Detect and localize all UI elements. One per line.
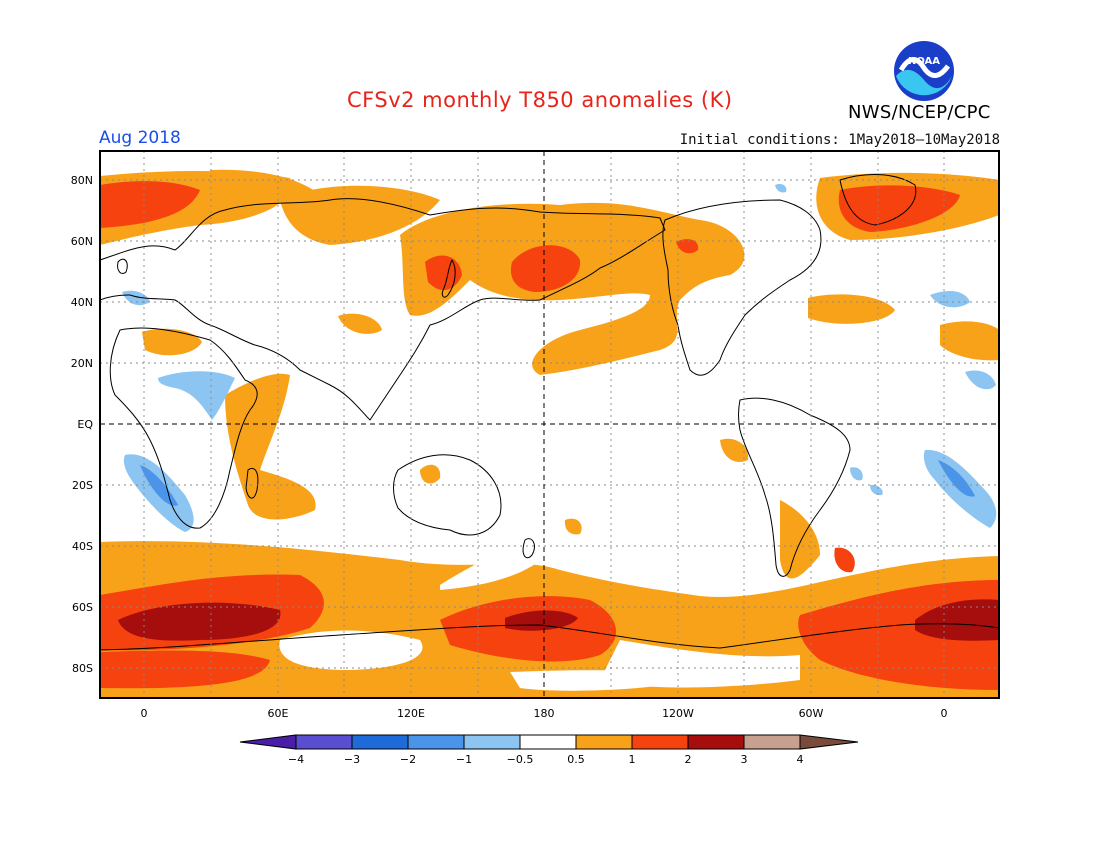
colorbar-ticks: −4 −3 −2 −1 −0.5 0.5 1 2 3 4 bbox=[288, 753, 804, 766]
colorbar-swatch bbox=[463, 734, 521, 750]
lon-label: 0 bbox=[141, 707, 148, 720]
colorbar-swatch bbox=[239, 734, 297, 750]
noaa-logo-text: NOAA bbox=[908, 56, 940, 67]
colorbar-swatch bbox=[743, 734, 801, 750]
lat-label: 60N bbox=[71, 235, 93, 248]
lon-axis: 0 60E 120E 180 120W 60W 0 bbox=[141, 707, 948, 720]
colorbar-swatch bbox=[519, 734, 577, 750]
forecast-month: Aug 2018 bbox=[99, 128, 181, 148]
anomaly-field bbox=[100, 169, 999, 698]
graticule bbox=[100, 151, 999, 698]
colorbar-tick: 1 bbox=[629, 753, 636, 766]
lat-label: 40N bbox=[71, 296, 93, 309]
lat-label: 60S bbox=[72, 601, 93, 614]
colorbar-tick: 4 bbox=[797, 753, 804, 766]
lon-label: 120W bbox=[662, 707, 694, 720]
map-title: CFSv2 monthly T850 anomalies (K) bbox=[347, 88, 733, 112]
colorbar-tick: 3 bbox=[741, 753, 748, 766]
lon-label: 120E bbox=[397, 707, 425, 720]
lat-label: 80N bbox=[71, 174, 93, 187]
colorbar-swatch bbox=[295, 734, 353, 750]
lon-label: 0 bbox=[941, 707, 948, 720]
colorbar-tick: −2 bbox=[400, 753, 416, 766]
colorbar-tick: −3 bbox=[344, 753, 360, 766]
colorbar-tick: −0.5 bbox=[507, 753, 534, 766]
colorbar-tick: −1 bbox=[456, 753, 472, 766]
lon-label: 60W bbox=[799, 707, 824, 720]
colorbar-swatch bbox=[631, 734, 689, 750]
lon-label: 180 bbox=[534, 707, 555, 720]
colorbar bbox=[239, 734, 859, 750]
lat-axis: 80N 60N 40N 20N EQ 20S 40S 60S 80S bbox=[71, 174, 94, 675]
lat-label: 20N bbox=[71, 357, 93, 370]
lat-label: 80S bbox=[72, 662, 93, 675]
agency-label: NWS/NCEP/CPC bbox=[848, 102, 991, 123]
lat-label: EQ bbox=[77, 418, 93, 431]
colorbar-swatch bbox=[799, 734, 859, 750]
colorbar-swatch bbox=[407, 734, 465, 750]
colorbar-tick: −4 bbox=[288, 753, 304, 766]
initial-conditions: Initial conditions: 1May2018–10May2018 bbox=[679, 132, 1000, 148]
map-frame bbox=[99, 150, 1000, 699]
colorbar-tick: 0.5 bbox=[567, 753, 585, 766]
lat-label: 40S bbox=[72, 540, 93, 553]
colorbar-swatch bbox=[575, 734, 633, 750]
noaa-logo: NOAA bbox=[894, 41, 954, 101]
colorbar-swatch bbox=[687, 734, 745, 750]
colorbar-swatch bbox=[351, 734, 409, 750]
colorbar-tick: 2 bbox=[685, 753, 692, 766]
lon-label: 60E bbox=[268, 707, 289, 720]
lat-label: 20S bbox=[72, 479, 93, 492]
